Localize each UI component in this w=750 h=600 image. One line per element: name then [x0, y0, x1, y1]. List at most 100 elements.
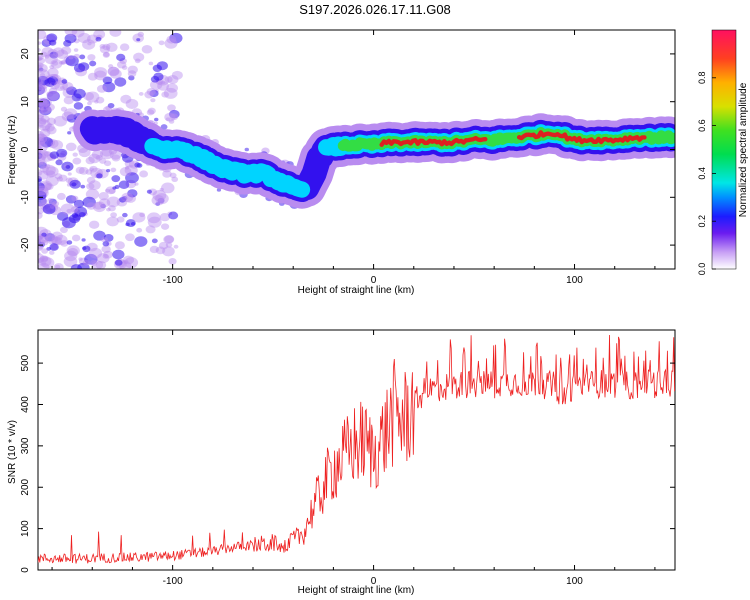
- bottom-y-tick-label: 300: [20, 437, 31, 454]
- bottom-x-axis-label: Height of straight line (km): [298, 585, 415, 596]
- noise-blob: [116, 53, 126, 62]
- colorbar-tick-label: 0.0: [697, 263, 707, 276]
- noise-blob: [106, 216, 119, 227]
- noise-blob: [73, 199, 85, 208]
- noise-blob: [119, 43, 130, 51]
- colorbar-label: Normalized spectral amplitude: [738, 82, 749, 217]
- noise-blob: [123, 259, 129, 264]
- top-y-tick-label: -10: [20, 190, 31, 205]
- noise-blob: [41, 248, 49, 254]
- bottom-y-tick-label: 400: [20, 396, 31, 413]
- noise-blob: [169, 172, 177, 179]
- noise-blob: [48, 39, 57, 46]
- noise-blob: [46, 170, 56, 178]
- noise-blob: [52, 47, 65, 57]
- noise-blob: [171, 70, 183, 80]
- noise-blob: [116, 216, 125, 223]
- noise-blob: [73, 63, 86, 73]
- noise-blob: [53, 115, 68, 127]
- noise-blob: [102, 52, 110, 58]
- noise-blob: [38, 55, 43, 61]
- noise-blob: [38, 257, 44, 263]
- noise-blob: [118, 196, 127, 203]
- noise-blob: [125, 98, 139, 109]
- ridge-band: [379, 130, 647, 147]
- noise-blob: [164, 235, 175, 244]
- noise-blob: [169, 32, 183, 44]
- noise-blob: [38, 84, 46, 91]
- noise-blob: [134, 162, 141, 168]
- noise-blob: [159, 212, 171, 222]
- noise-blob: [160, 124, 168, 130]
- noise-blob: [168, 258, 177, 265]
- noise-blob: [155, 193, 169, 205]
- noise-blob: [38, 48, 41, 52]
- noise-blob: [39, 106, 44, 111]
- noise-blob: [128, 75, 135, 81]
- noise-blob: [124, 257, 139, 269]
- noise-blob: [71, 234, 81, 242]
- noise-blob: [45, 103, 55, 112]
- noise-blob: [38, 150, 49, 159]
- noise-blob: [103, 51, 110, 57]
- noise-blob: [42, 164, 56, 176]
- noise-blob: [159, 187, 164, 192]
- noise-blob: [114, 241, 125, 250]
- noise-blob: [60, 240, 69, 247]
- noise-blob: [166, 83, 178, 93]
- noise-blob: [41, 160, 47, 166]
- noise-blob: [65, 142, 77, 152]
- noise-blob: [150, 79, 163, 90]
- noise-blob: [38, 30, 47, 40]
- noise-blob: [147, 216, 162, 228]
- noise-blob: [73, 204, 78, 209]
- spectral-ridge: [73, 109, 675, 209]
- noise-blob: [47, 91, 60, 102]
- noise-blob: [38, 154, 46, 165]
- noise-blob: [145, 225, 156, 234]
- top-x-axis: -100 0 100: [51, 30, 656, 286]
- noise-blob: [68, 55, 74, 60]
- noise-blob: [166, 35, 177, 44]
- noise-blob: [79, 54, 86, 60]
- noise-blob: [38, 262, 50, 269]
- noise-blob: [102, 76, 113, 85]
- noise-blob: [114, 77, 127, 87]
- noise-blob: [38, 169, 43, 176]
- noise-blob: [89, 167, 95, 171]
- noise-blob: [46, 117, 57, 126]
- noise-blob: [38, 63, 48, 73]
- noise-blob: [141, 44, 153, 54]
- noise-blob: [147, 212, 161, 224]
- noise-blob: [46, 90, 59, 101]
- noise-blob: [47, 198, 53, 203]
- noise-blob: [164, 76, 173, 83]
- noise-blob: [102, 43, 111, 51]
- noise-blob: [38, 251, 41, 256]
- noise-blob: [86, 183, 95, 190]
- noise-blob: [244, 147, 250, 152]
- noise-blob: [88, 180, 101, 191]
- noise-blob: [63, 256, 78, 267]
- noise-blob: [48, 198, 57, 206]
- noise-blob: [45, 166, 59, 177]
- colorbar-tick-label: 0.6: [697, 119, 707, 132]
- noise-blob: [38, 256, 52, 267]
- noise-blob: [41, 256, 49, 262]
- noise-blob: [38, 143, 43, 149]
- noise-blob: [165, 117, 171, 122]
- noise-blob: [83, 91, 95, 101]
- top-x-axis-label: Height of straight line (km): [298, 285, 415, 296]
- noise-blob: [40, 115, 50, 123]
- noise-blob: [38, 152, 43, 160]
- bottom-y-tick-label: 100: [20, 520, 31, 537]
- noise-blob: [38, 97, 48, 108]
- noise-blob: [111, 175, 121, 183]
- noise-blob: [96, 173, 103, 179]
- noise-blob: [125, 172, 139, 184]
- noise-blob: [39, 255, 49, 263]
- noise-blob: [38, 79, 44, 86]
- noise-blob: [82, 259, 91, 266]
- noise-blob: [78, 147, 91, 158]
- noise-blob: [47, 123, 53, 128]
